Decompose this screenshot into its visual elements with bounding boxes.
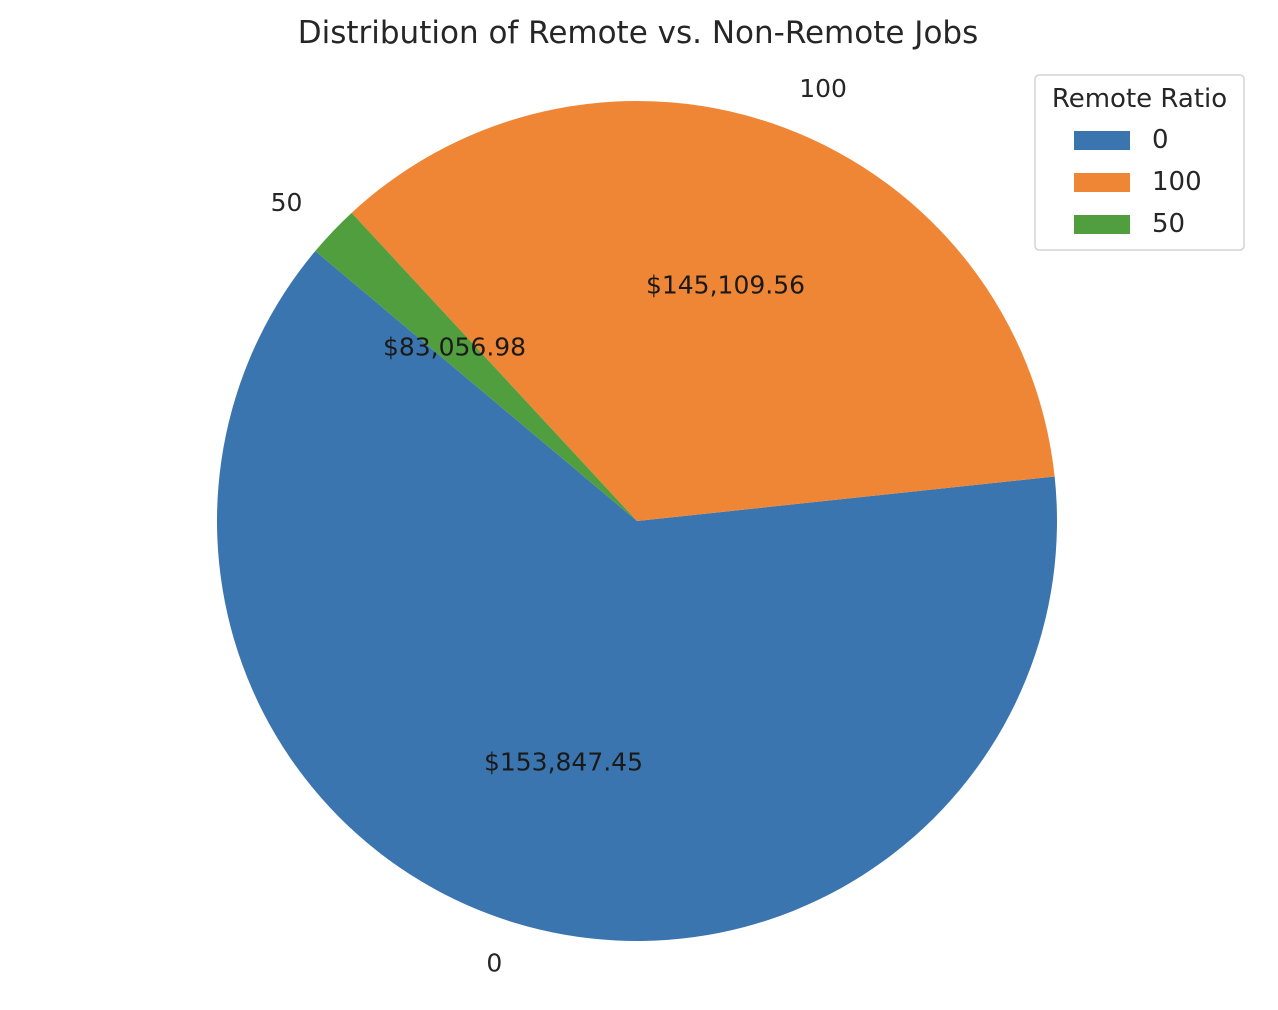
slice-label-100: 100 <box>799 74 847 103</box>
slice-label-0: 0 <box>486 948 502 977</box>
slice-value-labels: $153,847.45 $145,109.56 $83,056.98 <box>383 271 805 777</box>
slice-value-100: $145,109.56 <box>646 271 805 300</box>
pie-slice-50 <box>315 212 637 522</box>
pie-slice-0 <box>216 251 1058 942</box>
legend-label-50: 50 <box>1152 209 1185 239</box>
legend-label-100: 100 <box>1152 167 1202 197</box>
legend-label-0: 0 <box>1152 125 1169 155</box>
slice-label-50: 50 <box>271 188 303 217</box>
legend-entries: 0 100 50 <box>1074 125 1202 239</box>
legend-swatch-100 <box>1074 173 1130 192</box>
legend-swatch-0 <box>1074 131 1130 150</box>
slice-category-labels: 0 100 50 <box>271 74 847 977</box>
legend-frame <box>1034 74 1245 251</box>
slice-value-50: $83,056.98 <box>383 333 526 362</box>
slice-value-0: $153,847.45 <box>484 748 643 777</box>
pie-slices <box>216 101 1058 942</box>
pie-slice-100 <box>351 101 1055 521</box>
legend-title: Remote Ratio <box>1052 84 1227 114</box>
legend: Remote Ratio 0 100 50 <box>1034 74 1245 251</box>
chart-title: Distribution of Remote vs. Non-Remote Jo… <box>298 15 979 51</box>
legend-swatch-50 <box>1074 215 1130 234</box>
